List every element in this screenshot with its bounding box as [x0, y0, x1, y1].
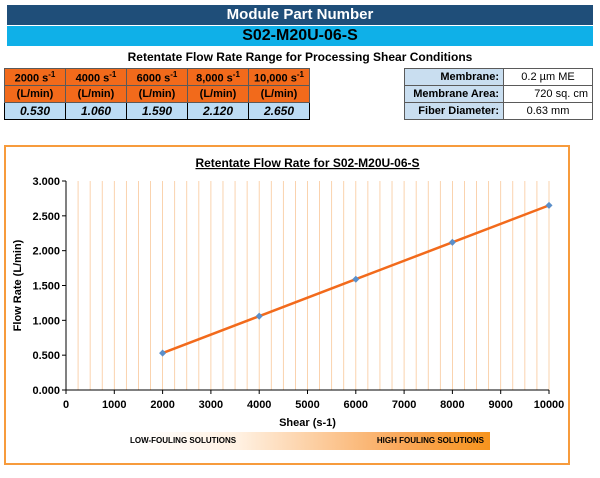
x-tick-label: 3000	[199, 399, 223, 411]
shear-6000-header: 6000 s-1	[126, 68, 188, 86]
x-tick-label: 0	[63, 399, 69, 411]
shear-header-row: 2000 s-1 4000 s-1 6000 s-1 8,000 s-1 10,…	[4, 68, 310, 86]
membrane-specs-table: Membrane: 0.2 µm ME Membrane Area: 720 s…	[404, 68, 593, 120]
fiber-diameter-label: Fiber Diameter:	[404, 102, 504, 120]
unit-row: (L/min) (L/min) (L/min) (L/min) (L/min)	[4, 85, 310, 103]
data-point	[159, 349, 167, 357]
shear-4000-header: 4000 s-1	[65, 68, 127, 86]
y-tick-label: 3.000	[32, 176, 60, 188]
shear-10000-header: 10,000 s-1	[248, 68, 310, 86]
membrane-value: 0.2 µm ME	[503, 68, 593, 86]
flow-value-cell: 0.530	[4, 102, 66, 120]
shear-2000-header: 2000 s-1	[4, 68, 66, 86]
fiber-diameter-row: Fiber Diameter: 0.63 mm	[404, 102, 593, 120]
flow-range-title: Retentate Flow Rate Range for Processing…	[127, 50, 473, 64]
flow-value-cell: 1.060	[65, 102, 127, 120]
x-tick-label: 8000	[440, 399, 464, 411]
data-point	[352, 275, 360, 283]
data-point	[255, 312, 263, 320]
y-tick-label: 0.000	[32, 385, 60, 397]
data-point	[448, 238, 456, 246]
x-tick-label: 7000	[392, 399, 416, 411]
membrane-area-row: Membrane Area: 720 sq. cm	[404, 85, 593, 103]
y-tick-label: 2.000	[32, 246, 60, 258]
membrane-area-value: 720 sq. cm	[503, 85, 593, 103]
unit-cell: (L/min)	[248, 85, 310, 103]
x-tick-label: 2000	[150, 399, 174, 411]
shear-8000-header: 8,000 s-1	[187, 68, 249, 86]
y-tick-label: 1.000	[32, 315, 60, 327]
module-part-number-heading: Module Part Number	[7, 5, 593, 25]
part-number: S02-M20U-06-S	[7, 26, 593, 46]
y-tick-label: 0.500	[32, 350, 60, 362]
membrane-row: Membrane: 0.2 µm ME	[404, 68, 593, 86]
y-axis-label: Flow Rate (L/min)	[12, 239, 24, 331]
fouling-gradient-bar: LOW-FOULING SOLUTIONS HIGH FOULING SOLUT…	[130, 432, 490, 450]
x-tick-label: 1000	[102, 399, 126, 411]
membrane-area-label: Membrane Area:	[404, 85, 504, 103]
flow-value-row: 0.530 1.060 1.590 2.120 2.650	[4, 102, 310, 120]
flow-rate-chart: 0.000 0.500 1.000 1.500 2.000 2.500 3.000 0 1000…	[12, 156, 565, 429]
flow-rate-chart-panel: 0.000 0.500 1.000 1.500 2.000 2.500 3.000 0 1000…	[4, 145, 570, 465]
high-fouling-label: HIGH FOULING SOLUTIONS	[376, 436, 484, 445]
flow-rate-table: 2000 s-1 4000 s-1 6000 s-1 8,000 s-1 10,…	[4, 68, 310, 120]
unit-cell: (L/min)	[126, 85, 188, 103]
unit-cell: (L/min)	[187, 85, 249, 103]
membrane-label: Membrane:	[404, 68, 504, 86]
unit-cell: (L/min)	[65, 85, 127, 103]
data-point	[545, 201, 553, 209]
x-tick-label: 4000	[247, 399, 271, 411]
flow-value-cell: 2.650	[248, 102, 310, 120]
flow-value-cell: 1.590	[126, 102, 188, 120]
x-tick-label: 9000	[488, 399, 512, 411]
fiber-diameter-value: 0.63 mm	[503, 102, 593, 120]
x-tick-label: 10000	[534, 399, 565, 411]
flow-value-cell: 2.120	[187, 102, 249, 120]
unit-cell: (L/min)	[4, 85, 66, 103]
chart-title: Retentate Flow Rate for S02-M20U-06-S	[195, 156, 419, 170]
x-tick-label: 6000	[344, 399, 368, 411]
x-tick-label: 5000	[295, 399, 319, 411]
y-tick-label: 1.500	[32, 281, 60, 293]
y-tick-label: 2.500	[32, 211, 60, 223]
x-axis-label: Shear (s-1)	[279, 417, 336, 429]
low-fouling-label: LOW-FOULING SOLUTIONS	[130, 436, 237, 445]
